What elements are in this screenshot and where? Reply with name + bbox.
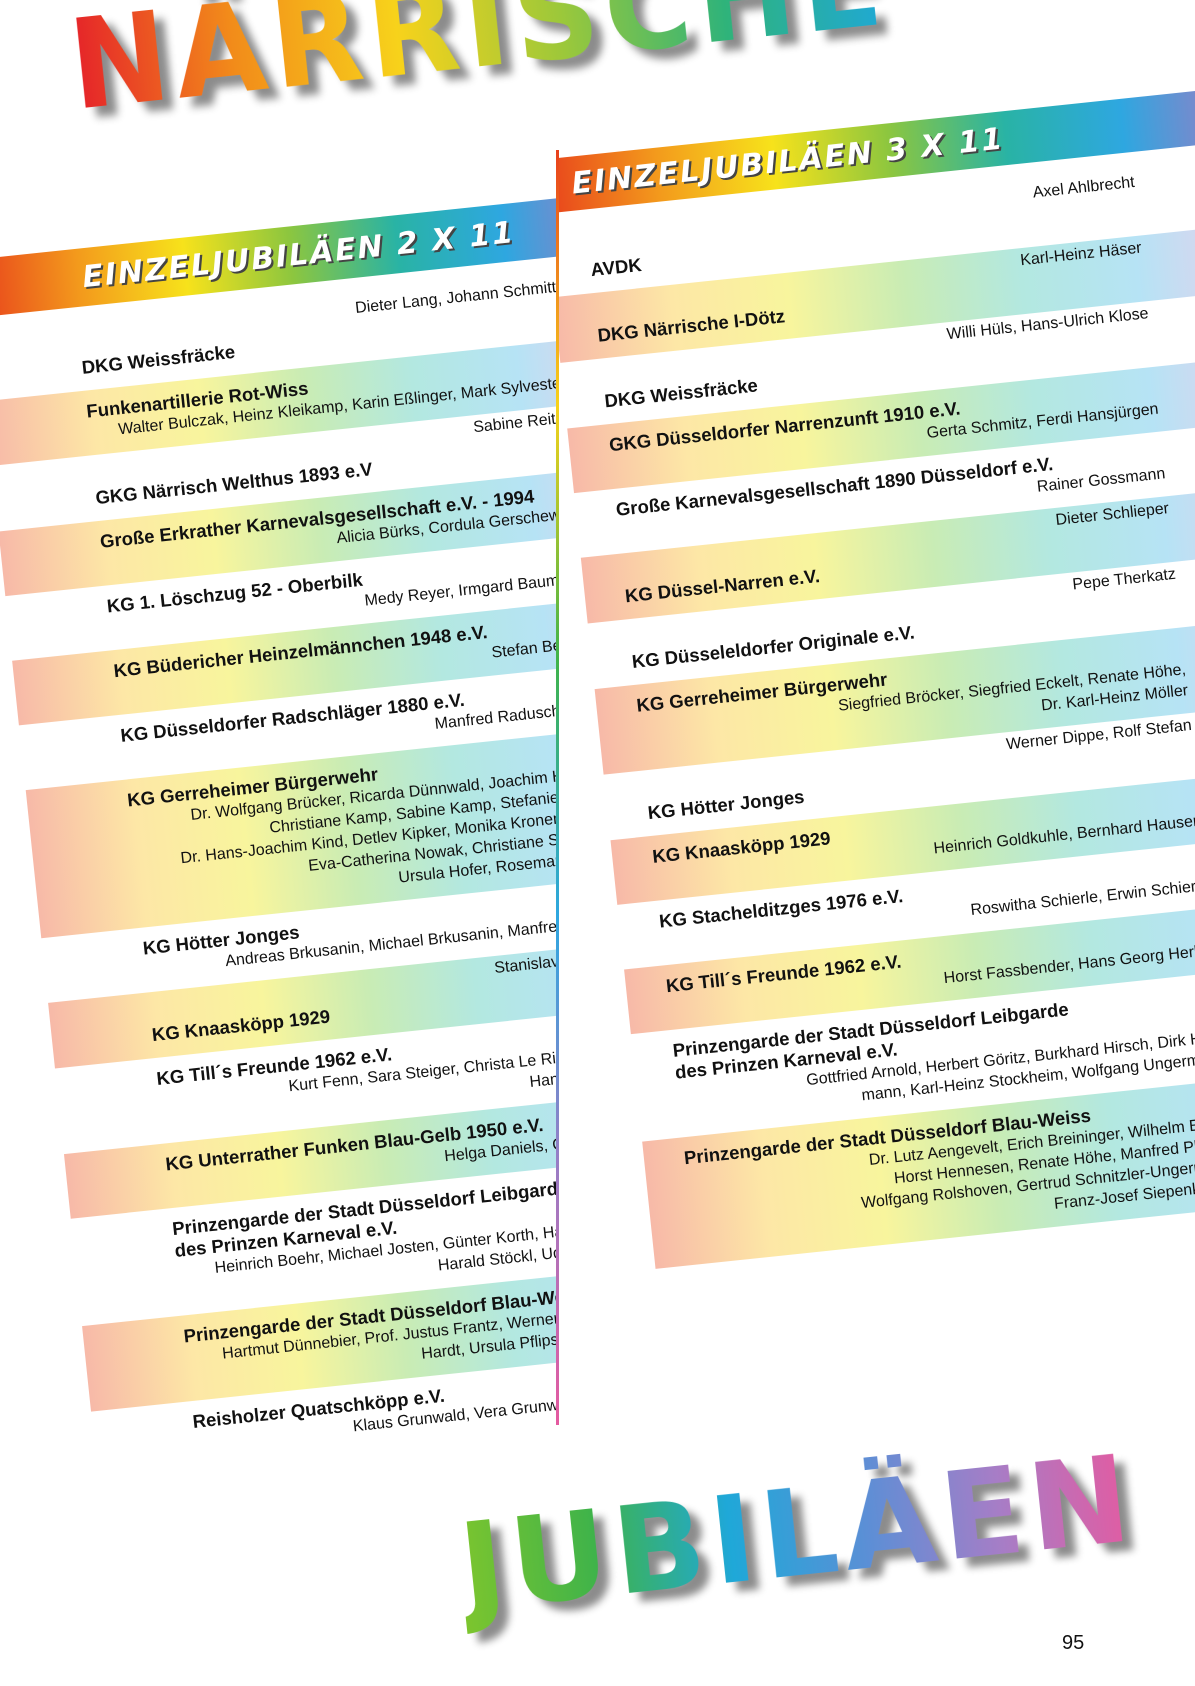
honoree-names: Axel Ahlbrecht bbox=[1032, 172, 1136, 204]
column-header-label: EINZELJUBILÄEN 2 X 11 bbox=[80, 214, 517, 295]
column-header-label: EINZELJUBILÄEN 3 X 11 bbox=[569, 120, 1006, 202]
column-2x11: EINZELJUBILÄEN 2 X 11 DKG Weissfräcke Die… bbox=[0, 150, 556, 1470]
entry-list: DKG Weissfräcke Dieter Lang, Johann Schmi… bbox=[0, 269, 556, 1470]
column-2x11-content: EINZELJUBILÄEN 2 X 11 DKG Weissfräcke Die… bbox=[0, 193, 556, 1470]
entry-list: AVDK Axel Ahlbrecht DKG Närrische I-Dötz Ka… bbox=[559, 158, 1195, 1269]
title-jubilaeen: JUBILÄEN bbox=[453, 1429, 1143, 1639]
honoree-names-line: Axel Ahlbrecht bbox=[1031, 173, 1136, 202]
page-number: 95 bbox=[1062, 1632, 1085, 1654]
column-3x11-content: EINZELJUBILÄEN 3 X 11 AVDK Axel Ahlbrecht… bbox=[559, 86, 1195, 1269]
column-divider bbox=[556, 150, 559, 1425]
column-3x11: EINZELJUBILÄEN 3 X 11 AVDK Axel Ahlbrecht… bbox=[559, 60, 1195, 1430]
